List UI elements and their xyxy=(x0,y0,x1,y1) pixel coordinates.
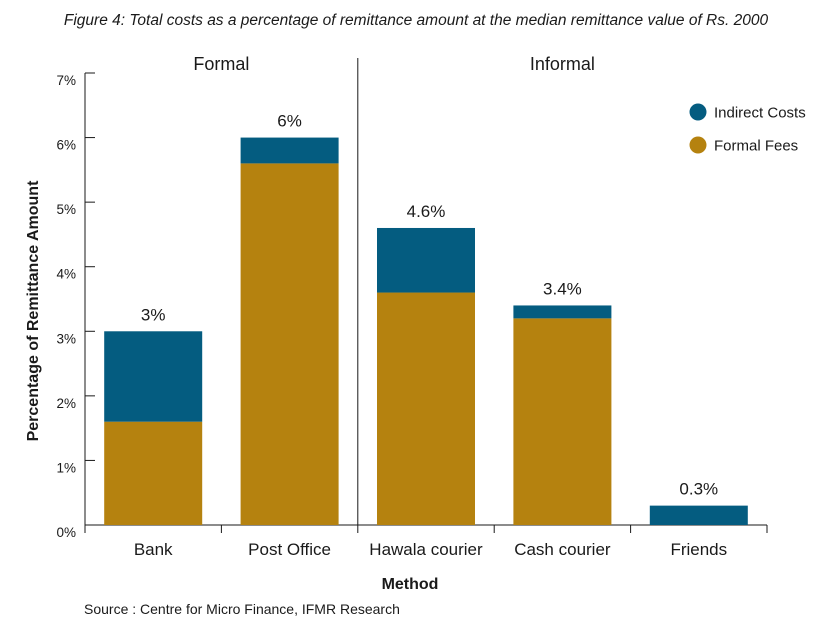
bar-indirect-costs xyxy=(513,305,612,319)
y-axis-title: Percentage of Remittance Amount xyxy=(25,180,42,441)
labels: 3% 6% 4.6% 3.4% 0.3% Method Percentage of Remi… xyxy=(25,112,718,593)
bar-formal-fees xyxy=(240,163,339,525)
data-label: 3.4% xyxy=(543,279,582,298)
group-label-informal: Informal xyxy=(530,54,595,74)
data-label: 4.6% xyxy=(407,202,446,221)
y-tick-label: 6% xyxy=(56,138,76,153)
y-tick-label: 3% xyxy=(56,331,76,346)
x-tick-label: Cash courier xyxy=(514,540,611,559)
y-tick-label: 7% xyxy=(56,73,76,88)
y-tick-label: 5% xyxy=(56,202,76,217)
bar-indirect-costs xyxy=(240,137,339,164)
x-tick-label: Post Office xyxy=(248,540,331,559)
legend-label: Indirect Costs xyxy=(714,105,806,122)
bar-indirect-costs xyxy=(377,227,475,293)
x-tick-label: Hawala courier xyxy=(369,540,483,559)
bar-indirect-costs xyxy=(104,331,203,422)
x-tick-label: Bank xyxy=(134,540,173,559)
legend: Indirect Costs Formal Fees xyxy=(689,103,806,155)
bar-indirect-costs xyxy=(649,505,748,525)
data-label: 3% xyxy=(141,305,166,324)
y-tick-label: 1% xyxy=(56,460,76,475)
data-label: 0.3% xyxy=(679,480,718,499)
bar-formal-fees xyxy=(104,421,203,525)
y-tick-label: 2% xyxy=(56,396,76,411)
legend-swatch xyxy=(689,103,707,121)
bars xyxy=(104,137,748,525)
group-label-formal: Formal xyxy=(193,54,249,74)
legend-label: Formal Fees xyxy=(714,138,798,155)
x-axis-title: Method xyxy=(382,576,439,593)
chart-title: Figure 4: Total costs as a percentage of… xyxy=(63,12,769,29)
y-tick-label: 0% xyxy=(56,525,76,540)
bar-formal-fees xyxy=(377,292,475,525)
bar-formal-fees xyxy=(513,318,612,525)
x-tick-label: Friends xyxy=(670,540,727,559)
source-note: Source : Centre for Micro Finance, IFMR … xyxy=(84,601,400,617)
legend-swatch xyxy=(689,136,707,154)
y-tick-label: 4% xyxy=(56,267,76,282)
data-label: 6% xyxy=(277,112,302,131)
